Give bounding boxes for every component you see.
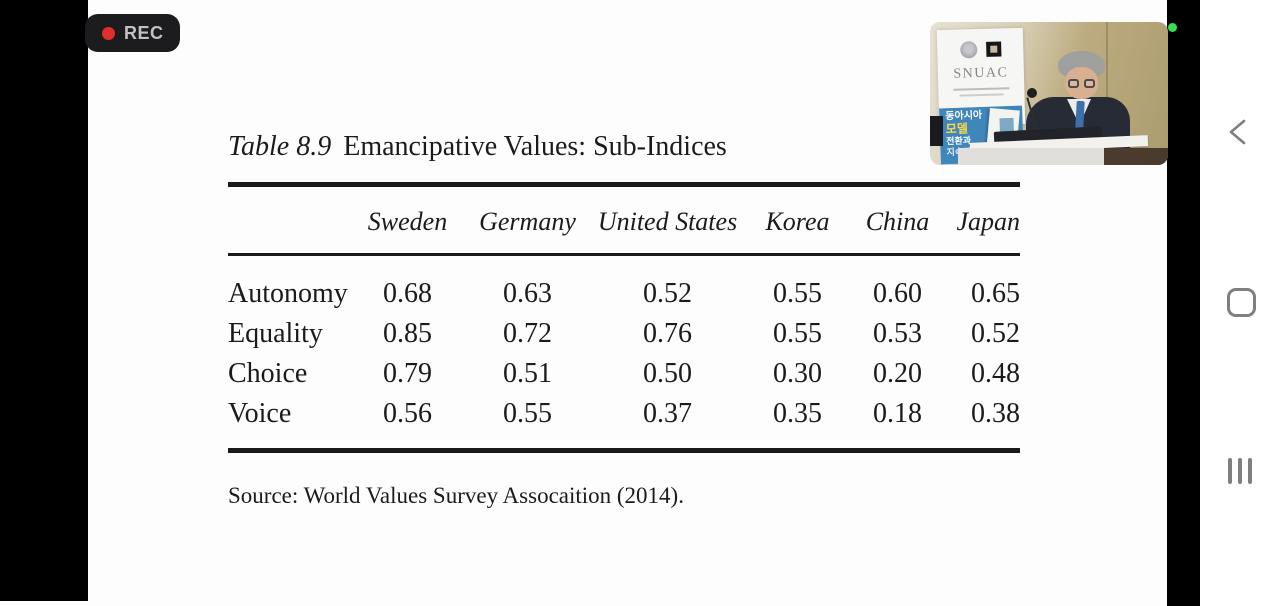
recents-bar-icon [1228,458,1232,484]
table-row: Equality 0.85 0.72 0.76 0.55 0.53 0.52 [228,314,1020,354]
banner-subtext [959,93,1004,97]
book-line: 모델 [945,120,969,136]
presenter-face [1065,67,1098,99]
back-button[interactable] [1224,117,1254,147]
table-title-text: Emancipative Values: Sub-Indices [343,131,727,162]
cell: 0.30 [773,358,822,389]
university-seal-icon [959,41,978,59]
letterbox-right [1167,0,1200,606]
row-label: Autonomy [228,278,348,309]
banner-title: SNUAC [953,65,1009,82]
cell: 0.52 [971,318,1020,349]
cell: 0.85 [383,318,432,349]
banner-subtext [953,87,1010,91]
cell: 0.60 [873,278,922,309]
square-logo-icon [985,41,1001,57]
cell: 0.76 [643,318,692,349]
cell: 0.52 [643,278,692,309]
column-header: Japan [950,184,1020,256]
recents-button[interactable] [1228,458,1252,484]
wall-seam [1106,22,1108,165]
recording-dot-icon [102,26,115,40]
back-chevron-icon [1229,119,1246,145]
letterbox-left [0,0,88,601]
row-label-header [228,184,345,256]
cell: 0.51 [503,358,552,389]
row-label: Equality [228,318,323,349]
recents-bar-icon [1238,458,1242,484]
cell: 0.20 [873,358,922,389]
android-nav-bar [1200,0,1280,606]
recents-bar-icon [1248,458,1252,484]
cell: 0.53 [873,318,922,349]
values-table: Sweden Germany United States Korea China… [228,182,1020,453]
desk-edge [1104,148,1168,165]
presenter-glasses [1068,79,1095,88]
cell: 0.55 [773,278,822,309]
column-header: United States [585,184,750,256]
table-source: Source: World Values Survey Assocaition … [228,483,684,508]
cell: 0.55 [503,398,552,429]
column-header: Germany [470,184,585,256]
header-row: Sweden Germany United States Korea China… [228,184,1020,256]
microphone-icon [1027,88,1037,98]
cell: 0.63 [503,278,552,309]
cell: 0.35 [773,398,822,429]
table-row: Voice 0.56 0.55 0.37 0.35 0.18 0.38 [228,394,1020,451]
cell: 0.56 [383,398,432,429]
table-row: Choice 0.79 0.51 0.50 0.30 0.20 0.48 [228,354,1020,394]
cell: 0.55 [773,318,822,349]
column-header: Sweden [345,184,470,256]
presenter-tie [1075,100,1085,130]
cell: 0.48 [971,358,1020,389]
rec-label: REC [124,22,164,43]
bottom-strip [0,601,88,606]
table-title: Table 8.9 Emancipative Values: Sub-Indice… [228,131,727,163]
cell: 0.18 [873,398,922,429]
home-button[interactable] [1227,288,1256,317]
table-row: Autonomy 0.68 0.63 0.52 0.55 0.60 0.65 [228,255,1020,315]
cell: 0.37 [643,398,692,429]
row-label: Voice [228,398,292,429]
cell: 0.79 [383,358,432,389]
cell: 0.50 [643,358,692,389]
column-header: China [845,184,950,256]
cell: 0.65 [971,278,1020,309]
podium-front [958,148,1140,165]
camera-indicator [1168,23,1177,32]
cell: 0.38 [971,398,1020,429]
presenter-video: SNUAC 동아시아 모델 전환과 지속가능성 [930,22,1168,165]
table-number: Table 8.9 [228,131,332,162]
banner-logos [959,40,1001,59]
rec-badge[interactable]: REC [85,14,180,52]
cell: 0.72 [503,318,552,349]
cell: 0.68 [383,278,432,309]
monitor-edge [930,116,943,146]
row-label: Choice [228,358,308,389]
column-header: Korea [750,184,845,256]
